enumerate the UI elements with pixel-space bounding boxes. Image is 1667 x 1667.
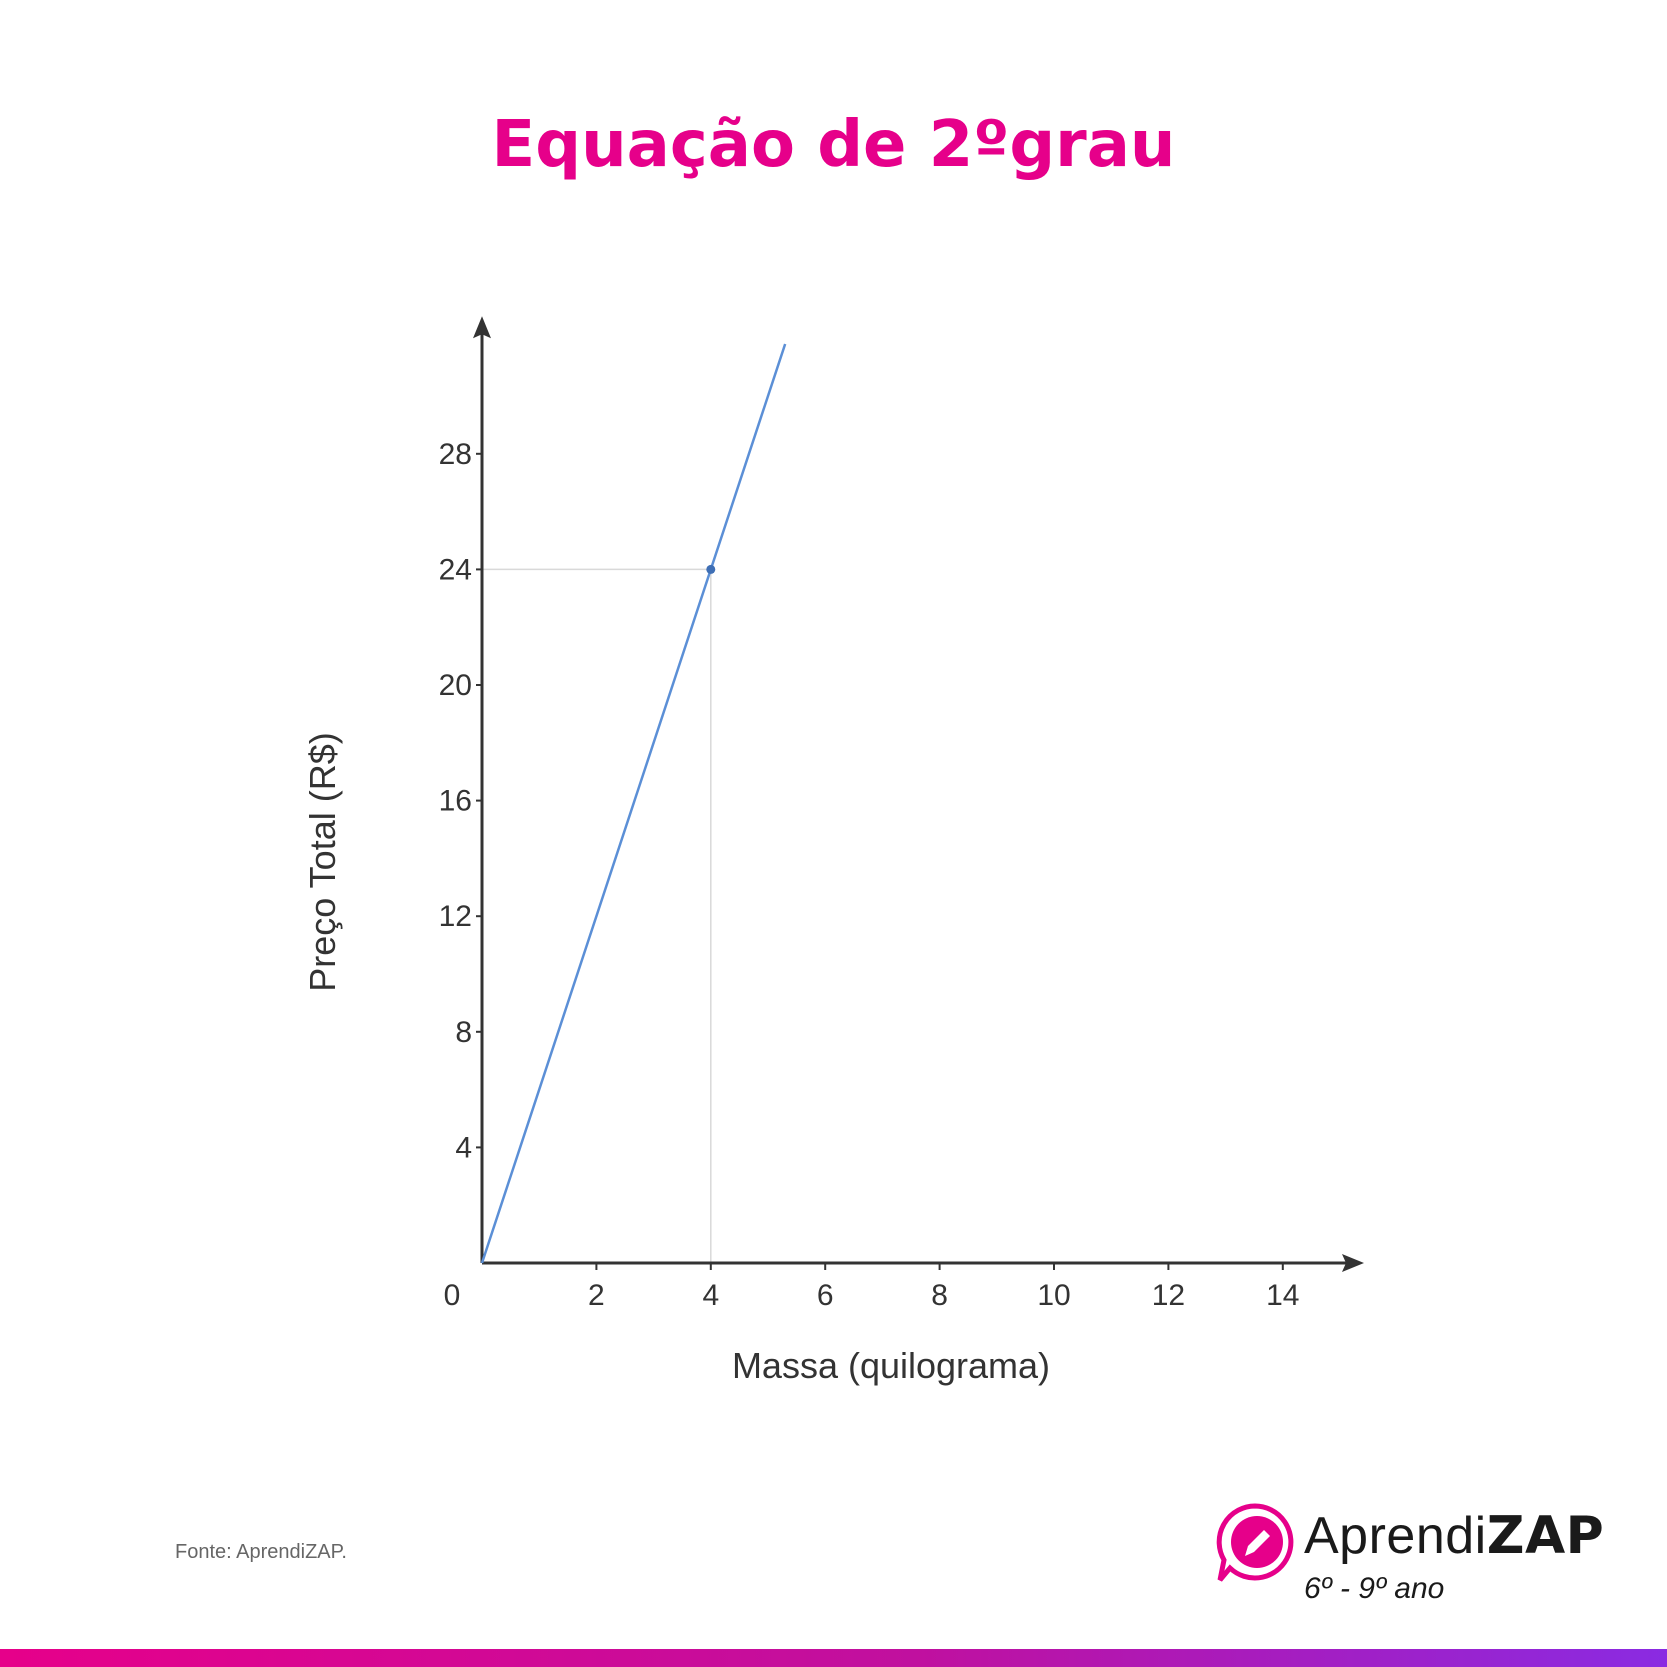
x-tick-label: 10 — [1037, 1279, 1070, 1312]
y-tick-label: 8 — [455, 1016, 472, 1049]
y-axis-label: Preço Total (R$) — [302, 732, 343, 991]
series-group — [480, 343, 787, 1264]
x-tick-label: 8 — [931, 1279, 948, 1312]
guide-lines — [482, 568, 712, 1263]
highlight-point — [706, 564, 716, 574]
x-tick-label: 12 — [1152, 1279, 1185, 1312]
brand-logo: AprendiZAP 6º - 9º ano — [1212, 1500, 1632, 1610]
chart-axes — [473, 316, 1364, 1272]
x-tick-label: 4 — [702, 1279, 719, 1312]
x-tick-label: 2 — [588, 1279, 605, 1312]
series-line — [480, 343, 787, 1264]
source-note: Fonte: AprendiZAP. — [175, 1541, 347, 1563]
x-axis-label: Massa (quilograma) — [732, 1345, 1050, 1386]
x-axis-arrow — [1342, 1254, 1364, 1272]
y-tick-label: 12 — [439, 900, 472, 933]
pencil-chat-bubble-icon — [1216, 1503, 1294, 1582]
brand-subtitle: 6º - 9º ano — [1304, 1572, 1445, 1605]
y-tick-label: 20 — [439, 669, 472, 702]
y-axis-ticks: 4 8 12 16 20 24 28 — [439, 438, 482, 1164]
y-tick-label: 4 — [455, 1131, 472, 1164]
brand-name: AprendiZAP — [1304, 1506, 1605, 1566]
x-axis-ticks: 0 2 4 6 8 10 12 14 — [444, 1263, 1299, 1312]
x-tick-label: 6 — [817, 1279, 834, 1312]
y-tick-label: 16 — [439, 785, 472, 818]
y-tick-label: 24 — [439, 553, 472, 586]
bottom-gradient-bar — [0, 1649, 1667, 1667]
y-tick-label: 28 — [439, 438, 472, 471]
page-title: Equação de 2ºgrau — [491, 108, 1176, 182]
x-tick-label: 14 — [1266, 1279, 1299, 1312]
y-axis-arrow — [473, 316, 491, 339]
x-tick-label: 0 — [444, 1279, 461, 1312]
